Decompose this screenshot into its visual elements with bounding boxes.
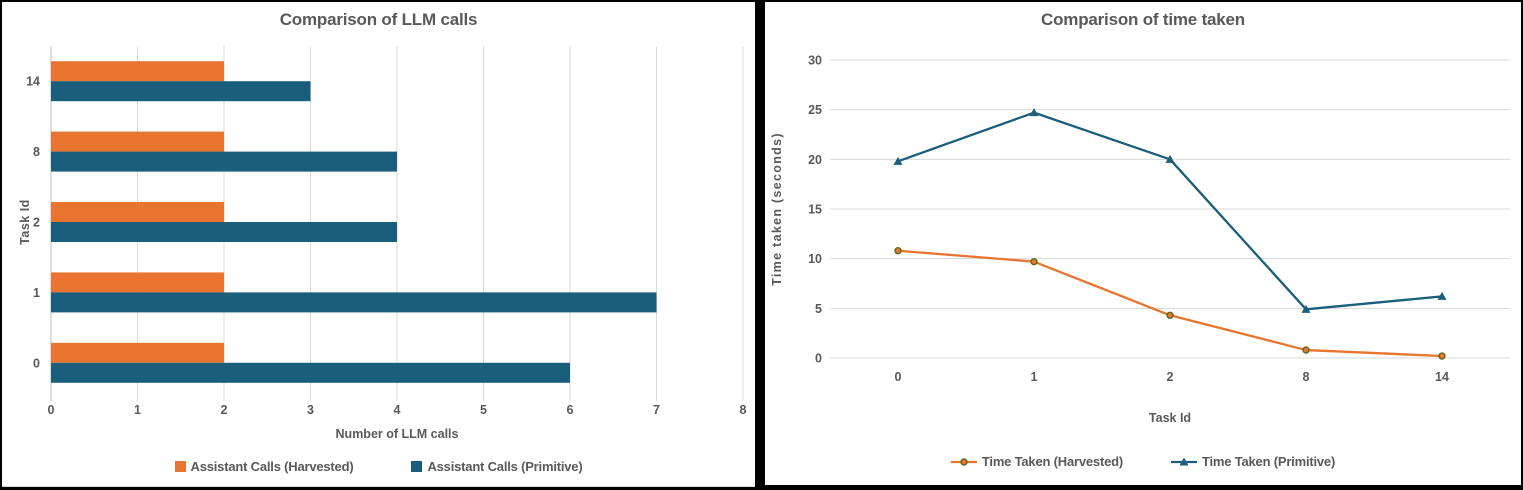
- harvested-line-series: [894, 247, 1446, 360]
- x-tick-label: 1: [134, 403, 141, 417]
- llm-calls-bar-chart: 0 1 2 3 4 5 6 7 8 14 8 2 1 0 Number of LLM calls Task I…: [18, 46, 747, 441]
- x-tick-label: 2: [221, 403, 228, 417]
- y-tick-label: 20: [808, 153, 822, 167]
- y-tick-label: 14: [26, 75, 40, 89]
- x-tick-label: 8: [1303, 370, 1310, 384]
- x-tick-label: 2: [1167, 370, 1174, 384]
- primitive-bar: [51, 292, 657, 313]
- time-taken-chart-panel: Comparison of time taken 0 5 10 15 20 25 30 0 1 2…: [765, 2, 1521, 485]
- y-tick-label: 0: [33, 356, 40, 370]
- primitive-bar: [51, 362, 570, 383]
- harvested-bar: [51, 342, 224, 363]
- triangle-marker: [893, 156, 903, 165]
- legend-label: Time Taken (Harvested): [981, 454, 1123, 469]
- x-tick-label: 6: [567, 403, 574, 417]
- y-tick-label: 30: [808, 54, 822, 68]
- circle-marker: [1302, 346, 1310, 354]
- left-chart-legend: Assistant Calls (Harvested) Assistant Cal…: [2, 459, 755, 474]
- legend-swatch: [174, 461, 186, 472]
- y-tick-label: 2: [33, 216, 40, 230]
- y-axis-title: Time taken (seconds): [770, 132, 784, 286]
- line-gridlines: [830, 59, 1510, 359]
- circle-marker: [1166, 311, 1174, 319]
- primitive-line-series: [893, 108, 1447, 313]
- legend-label: Time Taken (Primitive): [1201, 454, 1336, 469]
- circle-marker: [960, 457, 968, 466]
- legend-label: Assistant Calls (Harvested): [190, 459, 354, 474]
- primitive-bar: [51, 81, 311, 102]
- y-tick-label: 25: [808, 103, 822, 117]
- legend-item: Time Taken (Harvested): [950, 454, 1123, 469]
- y-tick-label: 15: [808, 203, 822, 217]
- x-tick-label: 3: [307, 403, 314, 417]
- x-tick-label: 7: [653, 403, 660, 417]
- x-axis-title: Task Id: [1149, 411, 1191, 425]
- circle-marker: [1030, 257, 1038, 266]
- triangle-marker: [1179, 457, 1189, 465]
- llm-calls-chart-panel: Comparison of LLM calls 0 1 2 3 4 5 6 7 8 14 8 2 1 0 N…: [2, 2, 755, 487]
- y-tick-label: 8: [33, 145, 40, 159]
- legend-swatch: [411, 461, 423, 472]
- primitive-bar: [51, 222, 397, 242]
- triangle-marker: [1301, 304, 1311, 313]
- triangle-marker: [1165, 154, 1175, 163]
- left-chart-title: Comparison of LLM calls: [279, 10, 478, 29]
- y-tick-label: 0: [815, 352, 822, 366]
- x-tick-label: 8: [740, 403, 747, 417]
- legend-line-swatch: [1170, 457, 1197, 465]
- legend-label: Assistant Calls (Primitive): [427, 459, 583, 474]
- legend-item: Assistant Calls (Primitive): [411, 459, 583, 474]
- primitive-bar: [51, 151, 397, 172]
- triangle-marker: [1029, 108, 1039, 117]
- time-taken-line-chart: 0 5 10 15 20 25 30 0 1 2 8 14 Task Id Time taken (sec…: [770, 54, 1510, 425]
- harvested-bar: [51, 131, 224, 152]
- y-tick-label: 5: [815, 302, 822, 316]
- x-tick-label: 0: [895, 370, 902, 384]
- x-tick-label: 4: [394, 403, 401, 417]
- y-tick-label: 10: [808, 252, 822, 266]
- bar-series: [51, 61, 657, 383]
- x-tick-label: 0: [48, 403, 55, 417]
- y-axis-title: Task Id: [18, 199, 32, 245]
- x-tick-label: 14: [1435, 370, 1449, 384]
- x-tick-label: 1: [1031, 370, 1038, 384]
- circle-marker: [1438, 352, 1446, 360]
- circle-marker: [894, 247, 902, 255]
- right-chart-title: Comparison of time taken: [1041, 10, 1245, 29]
- triangle-marker: [1437, 291, 1447, 300]
- data-line: [897, 111, 1443, 311]
- legend-item: Time Taken (Primitive): [1170, 454, 1336, 469]
- harvested-bar: [51, 61, 224, 82]
- legend-line-swatch: [950, 457, 977, 466]
- x-axis-title: Number of LLM calls: [336, 427, 459, 441]
- y-tick-label: 1: [33, 286, 40, 300]
- right-chart-legend: Time Taken (Harvested) Time Taken (Primit…: [765, 454, 1521, 469]
- legend-item: Assistant Calls (Harvested): [174, 459, 354, 474]
- harvested-bar: [51, 272, 224, 293]
- harvested-bar: [51, 202, 224, 222]
- x-tick-label: 5: [480, 403, 487, 417]
